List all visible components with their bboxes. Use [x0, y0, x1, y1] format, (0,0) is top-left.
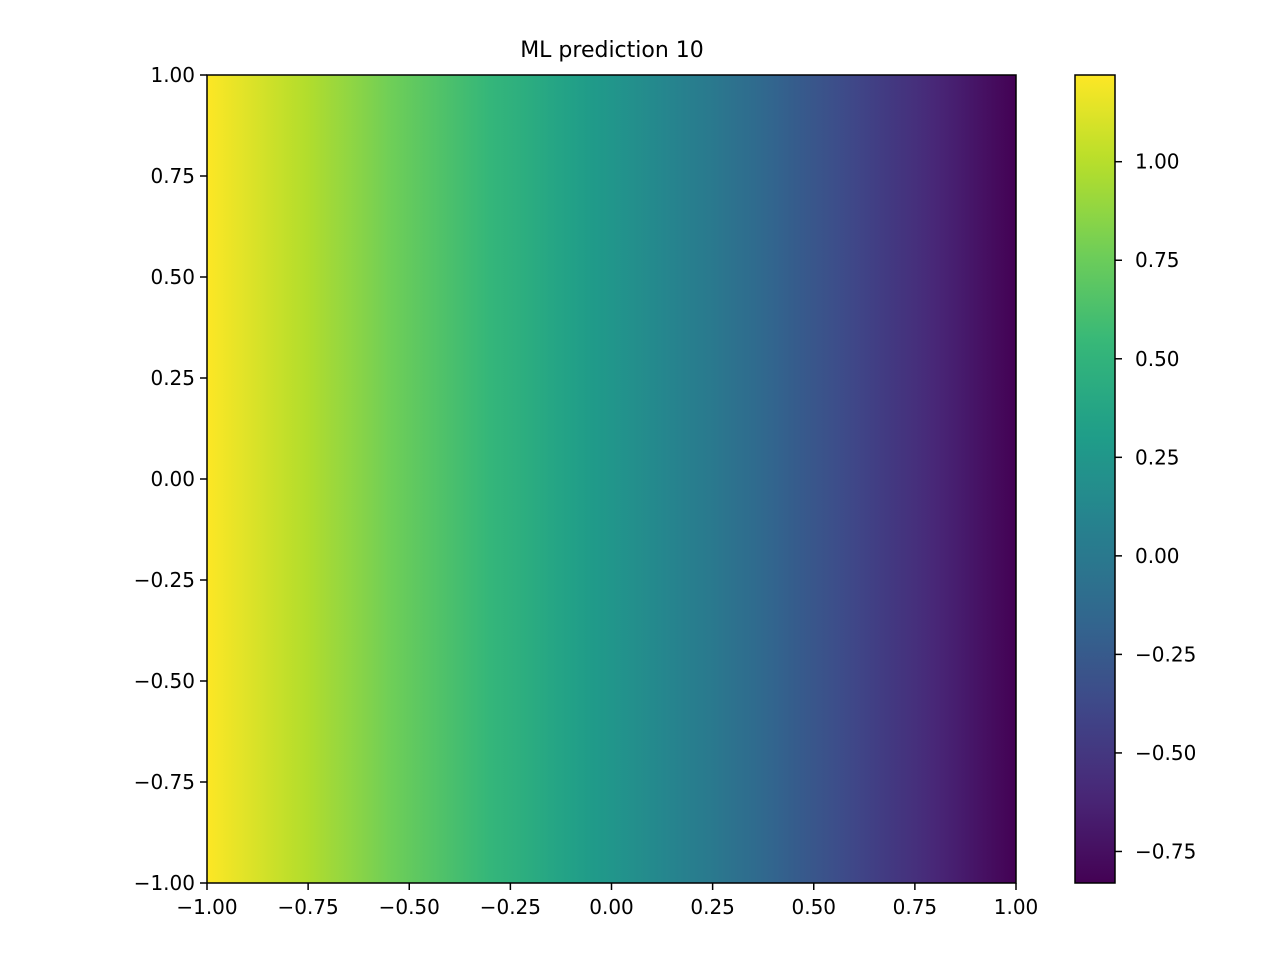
- x-tick-label: −0.50: [379, 895, 440, 919]
- x-tick-label: −1.00: [176, 895, 237, 919]
- y-tick-label: 0.00: [150, 467, 195, 491]
- colorbar-tick-label: 0.75: [1135, 248, 1180, 272]
- x-tick-label: 1.00: [994, 895, 1039, 919]
- x-tick-label: 0.25: [690, 895, 735, 919]
- colorbar-frame: [1074, 74, 1116, 884]
- y-tick-label: 1.00: [150, 63, 195, 87]
- colorbar-tick-label: 0.00: [1135, 544, 1180, 568]
- y-tick-label: 0.25: [150, 366, 195, 390]
- y-tick-label: −1.00: [134, 871, 195, 895]
- colorbar-tick-label: −0.25: [1135, 642, 1196, 666]
- y-axis: −1.00 −0.75 −0.50 −0.25 0.00 0.25 0.50 0.75 1.00: [134, 63, 207, 895]
- colorbar-tick-label: −0.75: [1135, 839, 1196, 863]
- x-tick-label: −0.75: [277, 895, 338, 919]
- colorbar-tick-label: −0.50: [1135, 741, 1196, 765]
- x-axis: −1.00 −0.75 −0.50 −0.25 0.00 0.25 0.50 0.75 1.00: [176, 883, 1038, 919]
- x-tick-label: 0.50: [791, 895, 836, 919]
- colorbar-tick-label: 0.25: [1135, 445, 1180, 469]
- y-tick-label: −0.50: [134, 669, 195, 693]
- y-tick-label: 0.75: [150, 164, 195, 188]
- colorbar-axis: −0.75 −0.50 −0.25 0.00 0.25 0.50 0.75 1.00: [1115, 150, 1196, 863]
- y-tick-label: 0.50: [150, 265, 195, 289]
- colorbar-tick-label: 1.00: [1135, 150, 1180, 174]
- x-tick-label: 0.00: [589, 895, 634, 919]
- x-tick-label: −0.25: [480, 895, 541, 919]
- chart-title: ML prediction 10: [520, 38, 704, 63]
- colorbar-tick-label: 0.50: [1135, 347, 1180, 371]
- y-tick-label: −0.25: [134, 568, 195, 592]
- y-tick-label: −0.75: [134, 770, 195, 794]
- heatmap-field: [207, 75, 1016, 883]
- x-tick-label: 0.75: [893, 895, 938, 919]
- colorbar: [1075, 75, 1115, 883]
